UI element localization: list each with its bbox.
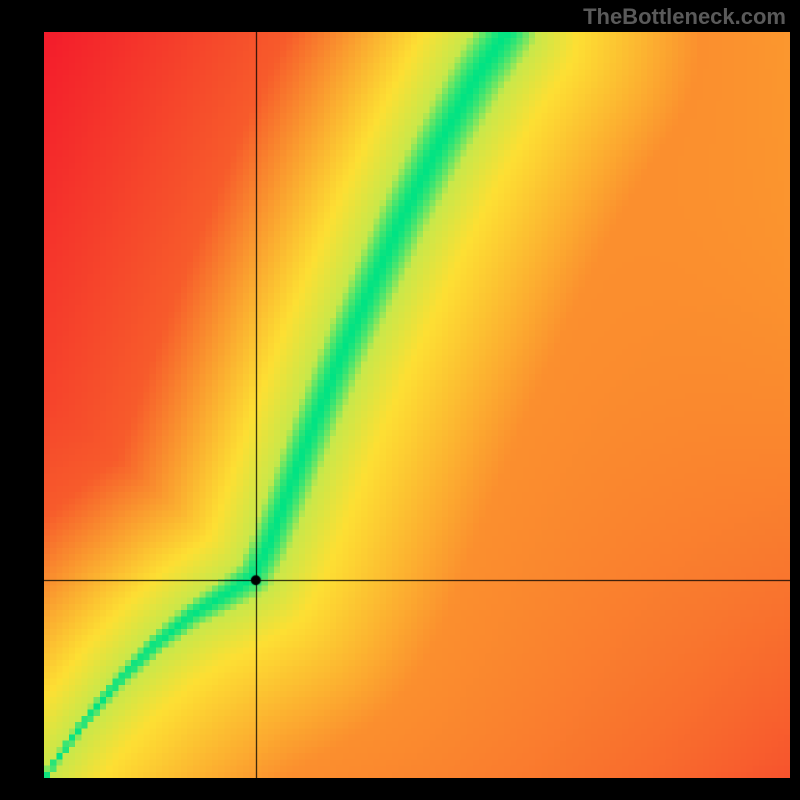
watermark-text: TheBottleneck.com [583, 4, 786, 30]
overlay-canvas [44, 32, 790, 778]
chart-container: TheBottleneck.com [0, 0, 800, 800]
